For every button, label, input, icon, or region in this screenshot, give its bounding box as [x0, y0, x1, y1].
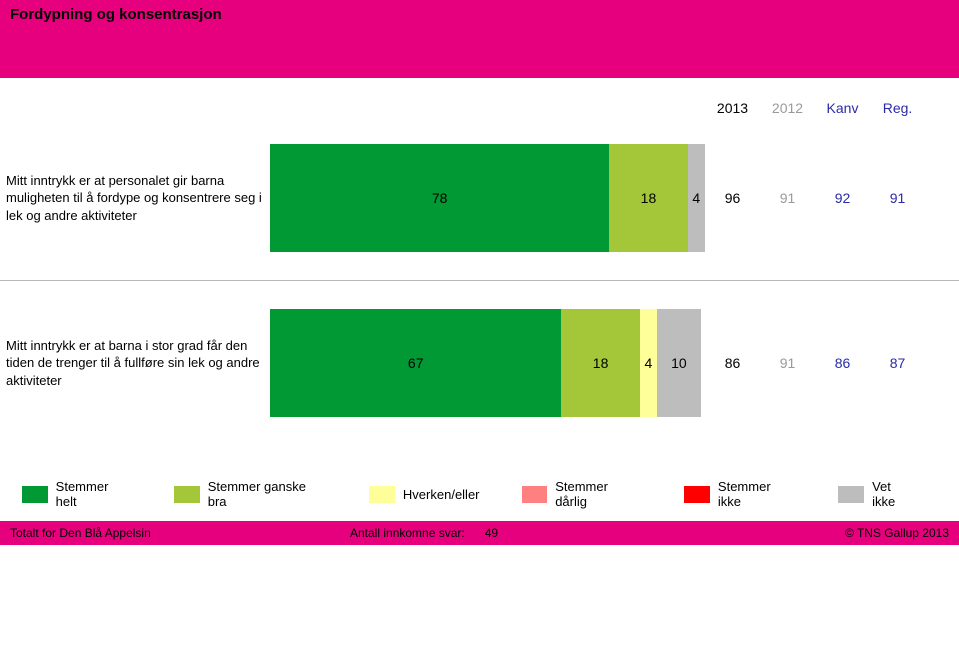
column-header: Reg.	[870, 100, 925, 116]
legend-label: Vet ikke	[872, 479, 917, 509]
bar-segment: 67	[270, 309, 561, 417]
legend-item: Vet ikke	[838, 479, 917, 509]
stacked-bar: 78184	[270, 144, 705, 252]
footer-right: © TNS Gallup 2013	[670, 526, 949, 540]
row-number: 91	[760, 355, 815, 371]
column-header: Kanv	[815, 100, 870, 116]
chart-row: Mitt inntrykk er at barna i stor grad få…	[0, 281, 959, 445]
bar-segment: 18	[609, 144, 687, 252]
bar-segment: 4	[688, 144, 705, 252]
row-number: 91	[760, 190, 815, 206]
bar-segment: 18	[561, 309, 639, 417]
footer-mid-value: 49	[485, 526, 498, 540]
footer-mid-label: Antall innkomne svar:	[350, 526, 465, 540]
row-number: 96	[705, 190, 760, 206]
row-number: 92	[815, 190, 870, 206]
legend-label: Stemmer ikke	[718, 479, 796, 509]
legend-item: Stemmer ikke	[684, 479, 796, 509]
legend-swatch	[684, 486, 710, 503]
row-number: 91	[870, 190, 925, 206]
legend-label: Hverken/eller	[403, 487, 480, 502]
page-header: Fordypning og konsentrasjon	[0, 0, 959, 78]
row-number: 86	[705, 355, 760, 371]
legend-swatch	[369, 486, 395, 503]
legend-label: Stemmer helt	[56, 479, 132, 509]
legend-swatch	[22, 486, 48, 503]
bar-segment: 4	[640, 309, 657, 417]
column-headers-row: 20132012KanvReg.	[705, 100, 959, 116]
chart-row: Mitt inntrykk er at personalet gir barna…	[0, 116, 959, 280]
footer-left: Totalt for Den Blå Appelsin	[10, 526, 350, 540]
row-number: 86	[815, 355, 870, 371]
bar-segment: 78	[270, 144, 609, 252]
legend: Stemmer helt Stemmer ganske bra Hverken/el…	[0, 445, 959, 521]
page-title: Fordypning og konsentrasjon	[10, 6, 222, 23]
column-header: 2013	[705, 100, 760, 116]
bar-segment: 10	[657, 309, 701, 417]
legend-item: Stemmer ganske bra	[174, 479, 327, 509]
legend-label: Stemmer dårlig	[555, 479, 642, 509]
column-headers: 20132012KanvReg.	[0, 78, 959, 116]
legend-item: Hverken/eller	[369, 486, 480, 503]
footer-bar: Totalt for Den Blå Appelsin Antall innko…	[0, 521, 959, 545]
legend-swatch	[522, 486, 548, 503]
row-number: 87	[870, 355, 925, 371]
legend-swatch	[838, 486, 864, 503]
stacked-bar: 6718410	[270, 309, 705, 417]
question-text: Mitt inntrykk er at barna i stor grad få…	[0, 337, 270, 390]
footer-mid: Antall innkomne svar: 49	[350, 526, 670, 540]
legend-item: Stemmer dårlig	[522, 479, 643, 509]
legend-swatch	[174, 486, 200, 503]
legend-item: Stemmer helt	[22, 479, 132, 509]
row-numbers: 96919291	[705, 190, 959, 206]
legend-label: Stemmer ganske bra	[208, 479, 327, 509]
question-text: Mitt inntrykk er at personalet gir barna…	[0, 172, 270, 225]
column-header: 2012	[760, 100, 815, 116]
row-numbers: 86918687	[705, 355, 959, 371]
